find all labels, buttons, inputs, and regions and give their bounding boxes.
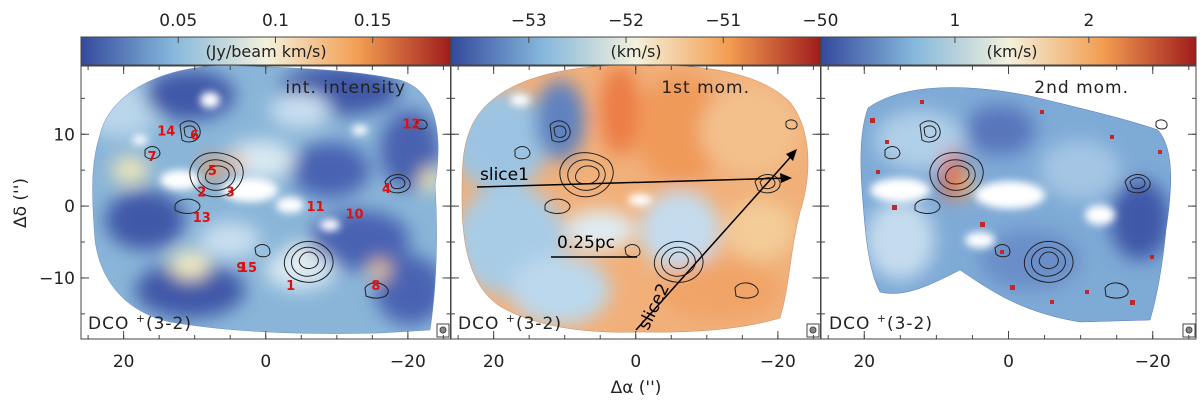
x-axis-title: Δα ('') xyxy=(611,378,662,398)
source-marker-14: 14 xyxy=(157,125,175,140)
colorbar-1 xyxy=(80,36,451,66)
source-marker-12: 12 xyxy=(402,117,420,132)
scale-bar-label: 0.25pc xyxy=(557,233,615,253)
colorbar-tick-label: 2 xyxy=(1083,11,1094,31)
y-tick-label: −10 xyxy=(39,269,75,289)
source-marker-13: 13 xyxy=(193,211,211,226)
panel-3-molecule: DCO +(3-2) xyxy=(829,312,933,334)
source-marker-7: 7 xyxy=(148,150,157,165)
source-marker-8: 8 xyxy=(371,279,380,294)
panel-3-map xyxy=(860,87,1171,323)
panel-2-map xyxy=(462,65,809,333)
y-tick-label: 0 xyxy=(64,197,75,217)
colorbar-1-unit: (Jy/beam km/s) xyxy=(205,42,326,61)
source-marker-10: 10 xyxy=(346,207,364,222)
colorbar-tick-label: 1 xyxy=(950,11,961,31)
x-tick-label: 20 xyxy=(113,352,135,372)
colorbar-tick-label: 0.15 xyxy=(354,11,392,31)
x-tick-label: −20 xyxy=(1135,352,1171,372)
colorbar-2-unit: (km/s) xyxy=(610,42,661,61)
colorbar-3-unit: (km/s) xyxy=(986,42,1037,61)
y-tick-label: 10 xyxy=(53,125,75,145)
colorbar-2 xyxy=(450,36,821,66)
colorbar-3 xyxy=(820,36,1197,66)
molecule-transition: (3-2) xyxy=(516,314,562,334)
superscript-plus: + xyxy=(877,312,887,325)
panel-3-title: 2nd mom. xyxy=(1034,78,1129,98)
slice1-label: slice1 xyxy=(480,165,529,185)
colorbar-tick-label: −50 xyxy=(803,11,839,31)
x-tick-label: 20 xyxy=(853,352,875,372)
source-marker-5: 5 xyxy=(208,164,217,179)
panel-1-title: int. intensity xyxy=(285,78,406,98)
source-marker-15: 15 xyxy=(239,261,257,276)
molecule-transition: (3-2) xyxy=(887,314,933,334)
panel-1-map xyxy=(92,65,439,334)
source-marker-11: 11 xyxy=(306,200,324,215)
molecule-transition: (3-2) xyxy=(146,314,192,334)
superscript-plus: + xyxy=(136,312,146,325)
contours-panel-1 xyxy=(144,119,428,299)
source-marker-6: 6 xyxy=(190,128,199,143)
x-tick-label: −20 xyxy=(390,352,426,372)
panel-2-title: 1st mom. xyxy=(661,78,750,98)
slice2-arrow xyxy=(635,151,796,331)
colorbar-tick-label: 0.1 xyxy=(262,11,289,31)
x-tick-label: 0 xyxy=(260,352,271,372)
panel-3-molecule-text: DCO xyxy=(829,314,870,334)
source-marker-1: 1 xyxy=(286,279,295,294)
source-marker-9: 9 xyxy=(236,261,245,276)
colorbar-tick-label: −53 xyxy=(511,11,547,31)
panel-1-molecule: DCO +(3-2) xyxy=(88,312,192,334)
superscript-plus: + xyxy=(506,312,516,325)
source-marker-4: 4 xyxy=(382,182,391,197)
x-tick-label: 0 xyxy=(630,352,641,372)
panel-2-molecule: DCO +(3-2) xyxy=(458,312,562,334)
colorbar-tick-label: 0.05 xyxy=(159,11,197,31)
panel-1-molecule-text: DCO xyxy=(88,314,129,334)
slice1-arrow xyxy=(476,177,791,188)
panel-2-molecule-text: DCO xyxy=(458,314,499,334)
source-marker-2: 2 xyxy=(197,186,206,201)
y-axis-title: Δδ ('') xyxy=(11,178,31,228)
x-tick-label: 0 xyxy=(1003,352,1014,372)
x-tick-label: −20 xyxy=(760,352,796,372)
colorbar-tick-label: −52 xyxy=(608,11,644,31)
colorbar-tick-label: −51 xyxy=(705,11,741,31)
x-tick-label: 20 xyxy=(483,352,505,372)
source-marker-3: 3 xyxy=(226,186,235,201)
